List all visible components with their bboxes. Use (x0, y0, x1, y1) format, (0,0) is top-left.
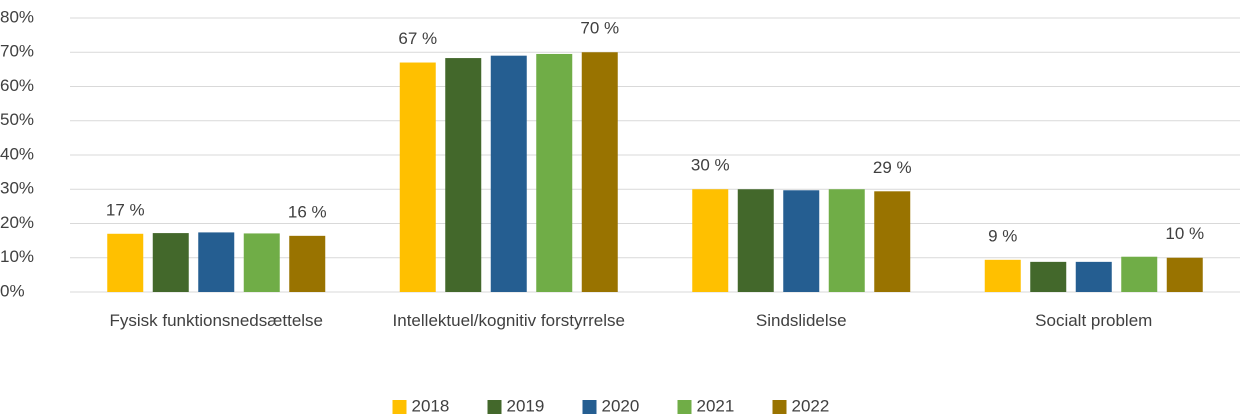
bar (984, 259, 1021, 292)
y-tick-label: 40% (0, 144, 34, 163)
y-tick-label: 10% (0, 247, 34, 266)
bar (1075, 261, 1112, 292)
legend-swatch (677, 400, 692, 414)
value-label: 17 % (106, 200, 145, 219)
bar (152, 233, 189, 292)
bar (399, 62, 436, 293)
bar (874, 191, 911, 292)
y-tick-label: 60% (0, 76, 34, 95)
bar (1121, 256, 1158, 292)
bar (107, 233, 144, 292)
value-label: 10 % (1165, 224, 1204, 243)
bar (198, 232, 235, 292)
value-label: 9 % (988, 226, 1017, 245)
y-tick-label: 70% (0, 42, 34, 61)
legend-label: 2021 (697, 396, 735, 415)
legend-label: 2019 (507, 396, 545, 415)
bar (581, 52, 618, 292)
bar (828, 189, 865, 292)
legend-label: 2022 (792, 396, 830, 415)
bar (445, 58, 482, 293)
bar (783, 190, 820, 292)
y-tick-label: 80% (0, 7, 34, 26)
x-tick-label: Socialt problem (1035, 311, 1153, 330)
y-tick-label: 0% (0, 281, 25, 300)
bar (243, 233, 280, 292)
bar (692, 189, 729, 292)
value-label: 30 % (691, 156, 730, 175)
value-label: 67 % (398, 29, 437, 48)
value-label: 29 % (873, 158, 912, 177)
value-label: 70 % (580, 19, 619, 38)
x-tick-label: Fysisk funktionsnedsættelse (109, 311, 324, 330)
bar (536, 53, 573, 293)
bar (1166, 257, 1203, 292)
legend-swatch (487, 400, 502, 414)
legend-label: 2020 (602, 396, 640, 415)
y-tick-label: 50% (0, 110, 34, 129)
legend-swatch (772, 400, 787, 414)
bar (490, 55, 527, 292)
y-tick-label: 20% (0, 213, 34, 232)
legend-swatch (392, 400, 407, 414)
y-tick-label: 30% (0, 179, 34, 198)
x-tick-label: Intellektuel/kognitiv forstyrrelse (392, 311, 625, 330)
legend-swatch (582, 400, 597, 414)
bar (1030, 261, 1067, 292)
bar (289, 235, 326, 292)
value-label: 16 % (288, 202, 327, 221)
legend-label: 2018 (412, 396, 450, 415)
bar (737, 189, 774, 292)
x-tick-label: Sindslidelse (755, 311, 847, 330)
